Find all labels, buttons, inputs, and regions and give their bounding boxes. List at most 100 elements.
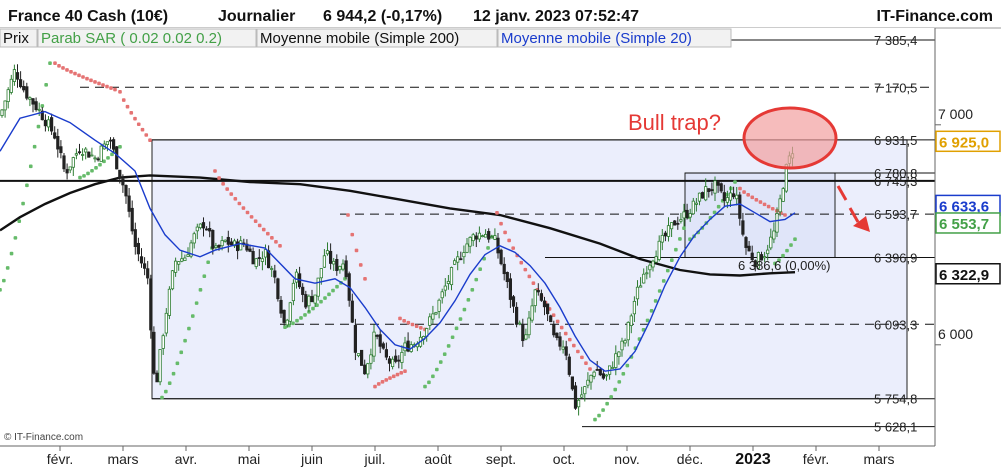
sar-dot	[175, 361, 180, 366]
sar-dot	[486, 246, 490, 250]
x-label-4: juin	[300, 451, 323, 467]
candle	[552, 324, 556, 336]
candle	[3, 100, 7, 111]
sar-dot	[94, 166, 98, 170]
sar-dot	[183, 338, 187, 343]
candle	[279, 299, 283, 314]
candle	[480, 235, 485, 238]
candle	[561, 346, 565, 350]
sar-dot	[716, 204, 721, 209]
candle	[626, 322, 630, 341]
sar-dot	[576, 349, 580, 354]
level-label-6: 6 396,9	[874, 250, 917, 265]
sar-dot	[777, 258, 781, 262]
candle	[108, 139, 113, 142]
candle	[573, 385, 578, 409]
sar-dot	[376, 382, 381, 386]
candle	[31, 98, 35, 105]
sar-dot	[319, 299, 323, 304]
brand-label: IT-Finance.com	[877, 8, 993, 25]
sar-dot	[406, 320, 411, 325]
candle	[456, 256, 460, 263]
sar-dot	[217, 176, 221, 180]
candle	[654, 256, 658, 263]
candle	[539, 293, 544, 301]
candle	[50, 117, 54, 132]
candle	[158, 349, 162, 383]
sar-dot	[470, 288, 475, 292]
candle	[369, 354, 373, 364]
candle	[325, 250, 330, 255]
sar-dot	[789, 243, 793, 247]
candle	[316, 277, 320, 297]
candle	[722, 192, 726, 201]
candle	[310, 296, 314, 303]
candle	[40, 110, 44, 121]
sar-dot	[249, 215, 254, 219]
sar-dot	[13, 236, 18, 240]
candle	[462, 252, 466, 258]
sar-dot	[335, 284, 339, 289]
sar-dot	[462, 307, 467, 312]
sar-dot	[567, 337, 572, 342]
level-label-1: 7 170,5	[874, 80, 917, 95]
candle	[115, 146, 119, 170]
candle	[474, 235, 478, 240]
down-arrow-icon	[853, 216, 870, 232]
candle	[567, 356, 571, 375]
candle	[651, 260, 655, 268]
sar-dot	[65, 68, 69, 72]
candle	[645, 272, 649, 275]
x-label-8: oct.	[553, 451, 576, 467]
candle	[195, 226, 199, 232]
sar-dot	[5, 266, 10, 270]
sar-dot	[511, 246, 515, 250]
candle	[353, 325, 358, 353]
sar-dot	[384, 378, 389, 382]
sar-dot	[97, 81, 101, 86]
candle	[335, 258, 339, 272]
legend-sar: Parab SAR ( 0.02 0.02 0.2)	[41, 30, 222, 47]
sar-dot	[555, 319, 560, 324]
candle	[155, 372, 159, 383]
candle	[701, 192, 705, 199]
price-tag-3: 6 322,9	[939, 267, 989, 284]
sar-dot	[133, 116, 137, 121]
candle	[632, 300, 637, 315]
candle	[220, 240, 224, 247]
candle	[198, 223, 202, 229]
candle	[127, 195, 131, 212]
candle	[270, 268, 274, 270]
candle	[56, 136, 60, 150]
candle	[344, 260, 348, 278]
sar-dot	[102, 159, 106, 164]
sar-dot	[427, 380, 431, 385]
source-label: © IT-Finance.com	[4, 432, 83, 443]
bull-trap-annotation: Bull trap?	[628, 106, 870, 232]
candle	[397, 359, 401, 362]
legend-ma20: Moyenne mobile (Simple 20)	[501, 30, 692, 47]
candle	[322, 255, 327, 268]
bull-trap-text: Bull trap?	[628, 110, 721, 135]
sar-dot	[125, 104, 130, 109]
sar-dot	[86, 171, 90, 176]
sar-dot	[762, 202, 767, 207]
sar-dot	[446, 344, 451, 348]
ma200-line	[0, 174, 796, 277]
sar-dot	[531, 281, 536, 285]
candle	[446, 280, 451, 284]
candle	[704, 186, 708, 201]
candle	[37, 108, 41, 111]
sar-dot	[781, 253, 785, 258]
sar-dot	[450, 335, 455, 340]
sar-dot	[291, 321, 295, 326]
candle	[713, 180, 717, 194]
sar-dot	[164, 389, 168, 394]
sar-dot	[395, 372, 400, 377]
sar-dot	[770, 206, 775, 211]
candle	[9, 78, 13, 93]
legend-prix: Prix	[3, 30, 29, 47]
candle	[477, 232, 482, 240]
sar-dot	[28, 164, 33, 169]
